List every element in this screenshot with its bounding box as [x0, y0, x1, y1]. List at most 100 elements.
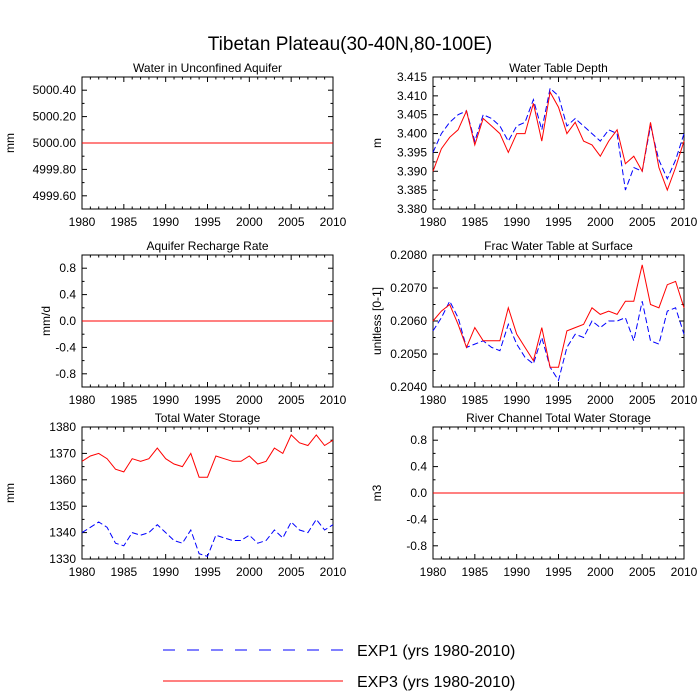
chart-panel-5: Total Water Storage 1980 1985 1990 1995 2000 2… [3, 411, 347, 579]
y-tick-label: 1330 [49, 552, 76, 566]
x-tick-label: 1990 [503, 393, 530, 407]
y-tick-label: 1380 [49, 420, 76, 434]
x-tick-label: 1990 [152, 565, 179, 579]
y-axis-label: m [370, 138, 384, 148]
x-tick-label: 2005 [278, 565, 305, 579]
x-tick-label: 1990 [503, 215, 530, 229]
y-tick-label: -0.4 [55, 340, 76, 354]
y-tick-label: 4999.60 [33, 189, 77, 203]
y-tick-label: 3.380 [397, 202, 427, 216]
y-tick-label: 3.390 [397, 164, 427, 178]
y-tick-label: 0.2050 [390, 347, 427, 361]
x-tick-label: 1995 [545, 565, 572, 579]
x-tick-label: 1985 [110, 393, 137, 407]
x-tick-label: 2000 [587, 393, 614, 407]
chart-panel-6: River Channel Total Water Storage 1980 198… [370, 411, 698, 579]
x-tick-label: 1980 [69, 565, 96, 579]
legend: EXP1 (yrs 1980-2010) EXP3 (yrs 1980-2010… [163, 643, 515, 691]
y-tick-label: 1360 [49, 473, 76, 487]
panel-title: Total Water Storage [155, 411, 261, 425]
y-axis-label: unitless [0-1] [370, 287, 384, 355]
y-axis-label: m3 [370, 484, 384, 501]
chart-panel-2: Water Table Depth 1980 1985 1990 1995 2000 200… [370, 61, 698, 229]
x-tick-label: 2010 [320, 215, 347, 229]
y-tick-label: 3.410 [397, 89, 427, 103]
panel-title: Water Table Depth [509, 61, 608, 75]
series-line-exp3 [81, 434, 334, 478]
x-tick-label: 2000 [587, 215, 614, 229]
panel-title: Water in Unconfined Aquifer [133, 61, 282, 75]
legend-label-exp1: EXP1 (yrs 1980-2010) [357, 643, 515, 660]
chart-panel-1: Water in Unconfined Aquifer 1980 1985 1990 1… [3, 61, 347, 229]
x-tick-label: 2010 [671, 215, 698, 229]
y-tick-label: -0.8 [55, 367, 76, 381]
y-tick-label: -0.8 [406, 539, 427, 553]
x-tick-label: 2005 [278, 393, 305, 407]
y-tick-label: 0.2070 [390, 281, 427, 295]
y-tick-label: 0.2080 [390, 248, 427, 262]
x-tick-label: 2005 [629, 565, 656, 579]
y-tick-label: 0.0 [410, 486, 427, 500]
series-line-exp1 [81, 518, 334, 558]
series-line-exp1 [432, 87, 685, 191]
figure-title: Tibetan Plateau(30-40N,80-100E) [208, 34, 492, 55]
x-tick-label: 1995 [194, 393, 221, 407]
y-tick-label: 3.400 [397, 127, 427, 141]
x-tick-label: 1985 [461, 393, 488, 407]
x-tick-label: 1980 [420, 215, 447, 229]
y-tick-label: 5000.20 [33, 110, 77, 124]
x-tick-label: 1990 [503, 565, 530, 579]
x-tick-label: 2010 [671, 565, 698, 579]
y-tick-label: 0.4 [59, 288, 76, 302]
panel-title: Aquifer Recharge Rate [146, 239, 268, 253]
series-line-exp3 [432, 90, 685, 192]
x-tick-label: 1985 [461, 215, 488, 229]
y-tick-label: 3.385 [397, 183, 427, 197]
x-tick-label: 2010 [320, 565, 347, 579]
x-tick-label: 1995 [194, 565, 221, 579]
y-tick-label: 1370 [49, 446, 76, 460]
y-axis-label: mm [3, 133, 17, 153]
y-tick-label: 3.395 [397, 145, 427, 159]
chart-panel-3: Aquifer Recharge Rate 1980 1985 1990 1995 200… [39, 239, 347, 407]
x-tick-label: 1985 [110, 565, 137, 579]
y-tick-label: 3.405 [397, 108, 427, 122]
x-tick-label: 1980 [420, 393, 447, 407]
y-tick-label: 0.2040 [390, 380, 427, 394]
x-tick-label: 2005 [629, 393, 656, 407]
x-tick-label: 1980 [420, 565, 447, 579]
panel-title: Frac Water Table at Surface [484, 239, 633, 253]
x-tick-label: 2005 [278, 215, 305, 229]
x-tick-label: 1980 [69, 215, 96, 229]
y-tick-label: 0.8 [410, 433, 427, 447]
y-axis-label: mm [3, 483, 17, 503]
x-tick-label: 2010 [671, 393, 698, 407]
y-tick-label: 0.2060 [390, 314, 427, 328]
y-tick-label: -0.4 [406, 512, 427, 526]
x-tick-label: 1980 [69, 393, 96, 407]
y-tick-label: 5000.00 [33, 136, 77, 150]
x-tick-label: 1995 [194, 215, 221, 229]
y-tick-label: 1340 [49, 526, 76, 540]
x-tick-label: 1990 [152, 393, 179, 407]
x-tick-label: 1985 [110, 215, 137, 229]
y-tick-label: 4999.80 [33, 162, 77, 176]
x-tick-label: 1995 [545, 215, 572, 229]
x-tick-label: 2010 [320, 393, 347, 407]
y-tick-label: 1350 [49, 499, 76, 513]
x-tick-label: 1990 [152, 215, 179, 229]
y-tick-label: 0.0 [59, 314, 76, 328]
x-tick-label: 2005 [629, 215, 656, 229]
series-line-exp1 [432, 300, 685, 382]
x-tick-label: 2000 [236, 393, 263, 407]
series-line-exp3 [432, 264, 685, 368]
y-tick-label: 3.415 [397, 70, 427, 84]
y-tick-label: 5000.40 [33, 83, 77, 97]
y-tick-label: 0.8 [59, 261, 76, 275]
x-tick-label: 1985 [461, 565, 488, 579]
y-axis-label: mm/d [39, 306, 53, 336]
x-tick-label: 2000 [236, 215, 263, 229]
x-tick-label: 1995 [545, 393, 572, 407]
x-tick-label: 2000 [236, 565, 263, 579]
